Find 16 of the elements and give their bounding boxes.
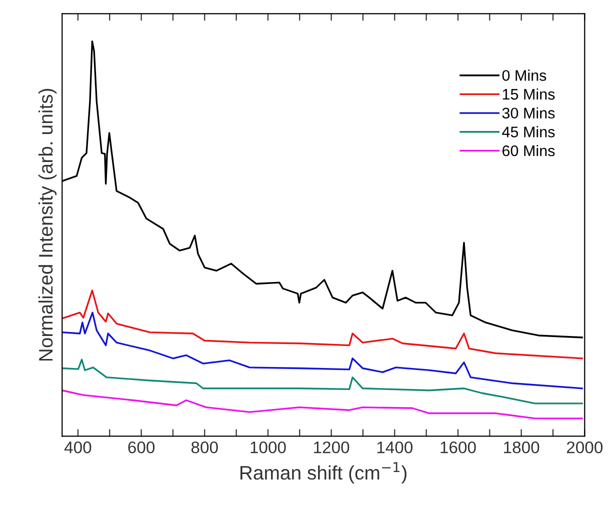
legend-label: 15 Mins [502, 88, 555, 100]
x-tick-label: 1400 [377, 441, 413, 454]
x-tick-label: 800 [191, 441, 218, 454]
x-tick-label: 1000 [250, 441, 286, 454]
x-axis-title: Raman shift (cm$^{−1}$) [240, 462, 406, 484]
legend-label: 30 Mins [502, 107, 555, 119]
legend-label: 60 Mins [502, 144, 555, 156]
legend-label: 45 Mins [502, 126, 555, 138]
x-tick-label: 1800 [504, 441, 540, 454]
x-tick-label: 2000 [566, 441, 603, 454]
x-tick-label: 400 [64, 441, 92, 454]
x-tick-label: 1200 [314, 441, 350, 454]
x-tick-label: 1600 [440, 441, 476, 454]
y-axis-title: Normalized Intensity (arb. units) [38, 88, 57, 361]
legend-label: 0 Mins [502, 70, 546, 81]
x-tick-label: 600 [128, 441, 155, 454]
